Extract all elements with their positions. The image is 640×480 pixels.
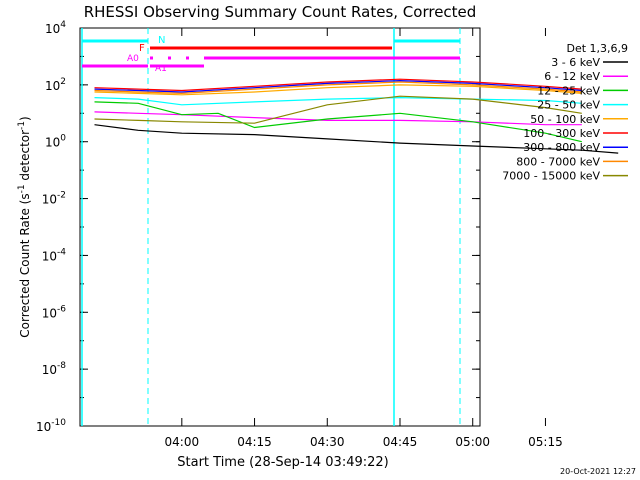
x-tick-label: 05:00 [455,435,490,449]
overlay-group: N FA0 A1 [81,28,461,426]
attenuator-dot [150,56,153,60]
y-tick-label: 102 [45,77,66,93]
legend-entry-label: 12 - 25 keV [537,84,600,97]
y-tick-label: 10-8 [42,361,67,377]
legend-entry-label: 300 - 800 keV [523,141,600,154]
attenuator-a1-label: A1 [155,64,167,74]
series-line-300-800-kev [94,79,582,93]
axes-group: 104 102 100 10-2 10-4 10-6 10-8 10-10 04:00 04:15… [36,20,563,449]
series-line-800-7000-kev [94,81,582,95]
x-tick-label: 04:15 [237,435,272,449]
legend-title: Det 1,3,6,9 [566,42,628,55]
series-line-100-300-kev [94,78,582,92]
x-axis-label: Start Time (28-Sep-14 03:49:22) [177,455,388,470]
legend-entry-label: 100 - 300 keV [523,127,600,140]
series-line-6-12-kev [94,111,582,126]
x-tick-label: 04:30 [310,435,345,449]
y-tick-label: 10-2 [42,191,66,207]
footer-date: 20-Oct-2021 12:27 [560,467,636,476]
night-label: N [158,35,165,46]
y-tick-label: 104 [45,20,66,36]
legend-entry-label: 6 - 12 keV [544,70,600,83]
series-line-50-100-kev [94,84,582,96]
chart-title: RHESSI Observing Summary Count Rates, Co… [84,3,477,21]
legend-entry-label: 25 - 50 keV [537,99,600,112]
series-line-7000-15000-kev [94,95,582,124]
y-tick-label: 100 [45,134,66,150]
legend-entry-label: 7000 - 15000 keV [502,170,600,183]
y-axis-label: Corrected Count Rate (s-1 detector-1) [17,116,32,337]
y-tick-label: 10-6 [42,304,67,320]
legend-entry-label: 800 - 7000 keV [516,155,600,168]
series-line-12-25-kev [94,101,582,143]
y-tick-label: 10-10 [36,418,66,434]
series-line-3-6-kev [94,124,619,154]
series-line-25-50-kev [94,96,582,106]
x-tick-label: 05:15 [528,435,563,449]
attenuator-a0-label: A0 [127,54,139,64]
attenuator-dot [186,56,189,60]
legend-entry-label: 50 - 100 keV [530,113,600,126]
x-tick-label: 04:00 [165,435,200,449]
flare-label: F [139,43,145,54]
x-tick-label: 04:45 [383,435,418,449]
legend-entry-label: 3 - 6 keV [551,56,600,69]
attenuator-dot [168,56,171,60]
y-tick-label: 10-4 [42,247,67,263]
series-group [94,78,619,154]
